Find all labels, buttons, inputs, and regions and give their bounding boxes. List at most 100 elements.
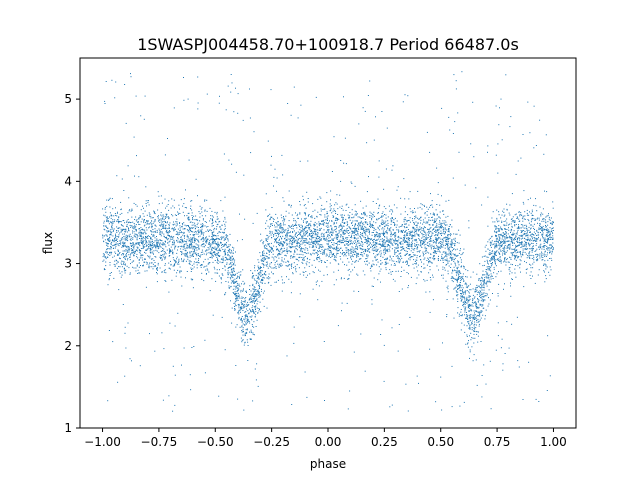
- data-point: [230, 262, 232, 264]
- data-point: [408, 224, 410, 226]
- data-point: [405, 240, 406, 242]
- data-point: [111, 198, 113, 200]
- data-point: [445, 252, 447, 254]
- data-point: [430, 248, 432, 250]
- data-point: [538, 234, 540, 236]
- data-point: [228, 263, 230, 265]
- data-point: [530, 228, 531, 230]
- data-point: [381, 232, 383, 234]
- data-point: [448, 231, 450, 233]
- data-point: [271, 271, 272, 273]
- data-point: [309, 227, 311, 228]
- data-point: [432, 212, 434, 214]
- data-point: [329, 234, 330, 236]
- data-point: [187, 212, 189, 214]
- data-point: [179, 245, 181, 247]
- data-point: [214, 253, 216, 255]
- data-point: [160, 220, 162, 222]
- data-point: [504, 254, 506, 255]
- data-point: [375, 116, 376, 118]
- data-point: [435, 252, 437, 254]
- data-point: [390, 273, 392, 275]
- data-point: [514, 255, 516, 257]
- data-point: [187, 98, 189, 100]
- data-point: [256, 303, 258, 305]
- data-point: [205, 269, 207, 271]
- data-point: [202, 223, 204, 225]
- data-point: [486, 259, 488, 261]
- data-point: [354, 204, 356, 206]
- data-point: [161, 240, 163, 242]
- data-point: [172, 251, 174, 253]
- data-point: [174, 228, 176, 230]
- data-point: [329, 206, 331, 208]
- data-point: [421, 242, 423, 244]
- data-point: [481, 256, 483, 258]
- data-point: [519, 214, 521, 215]
- data-point: [334, 237, 336, 239]
- data-point: [375, 248, 377, 250]
- data-point: [208, 243, 210, 245]
- data-point: [440, 241, 442, 243]
- data-point: [446, 299, 448, 300]
- data-point: [544, 240, 546, 242]
- data-point: [449, 243, 451, 245]
- data-point: [127, 219, 129, 220]
- data-point: [531, 209, 533, 211]
- data-point: [347, 233, 349, 234]
- data-point: [181, 240, 183, 242]
- data-point: [442, 210, 444, 211]
- data-point: [439, 233, 441, 234]
- data-point: [524, 251, 526, 253]
- data-point: [314, 230, 316, 232]
- data-point: [107, 218, 109, 219]
- data-point: [303, 272, 305, 273]
- data-point: [376, 250, 378, 252]
- data-point: [125, 248, 127, 250]
- data-point: [169, 255, 171, 256]
- data-point: [251, 302, 253, 304]
- data-point: [295, 271, 297, 273]
- data-point: [229, 251, 231, 253]
- data-point: [204, 199, 206, 201]
- data-point: [311, 240, 313, 242]
- data-point: [359, 245, 361, 246]
- data-point: [105, 265, 107, 267]
- data-point: [238, 271, 240, 273]
- data-point: [105, 258, 107, 260]
- data-point: [128, 210, 130, 212]
- data-point: [293, 238, 295, 240]
- data-point: [376, 249, 378, 251]
- data-point: [425, 221, 427, 223]
- data-point: [462, 296, 464, 298]
- data-point: [542, 229, 544, 231]
- data-point: [380, 254, 382, 256]
- data-point: [190, 208, 191, 210]
- data-point: [215, 254, 217, 256]
- data-point: [202, 218, 204, 220]
- data-point: [331, 252, 332, 254]
- data-point: [485, 383, 487, 385]
- data-point: [432, 276, 434, 278]
- data-point: [470, 309, 472, 311]
- data-point: [200, 231, 202, 233]
- data-point: [435, 237, 437, 239]
- data-point: [239, 326, 241, 328]
- data-point: [330, 190, 332, 192]
- data-point: [240, 271, 242, 273]
- data-point: [318, 246, 320, 248]
- data-point: [363, 229, 365, 231]
- data-point: [385, 258, 387, 260]
- data-point: [320, 208, 322, 210]
- data-point: [342, 209, 344, 211]
- data-point: [129, 242, 131, 244]
- data-point: [302, 195, 304, 197]
- data-point: [494, 251, 496, 253]
- data-point: [313, 259, 315, 261]
- data-point: [106, 245, 108, 246]
- data-point: [543, 218, 545, 220]
- data-point: [431, 240, 433, 242]
- data-point: [352, 249, 354, 251]
- data-point: [446, 241, 448, 243]
- data-point: [469, 325, 471, 327]
